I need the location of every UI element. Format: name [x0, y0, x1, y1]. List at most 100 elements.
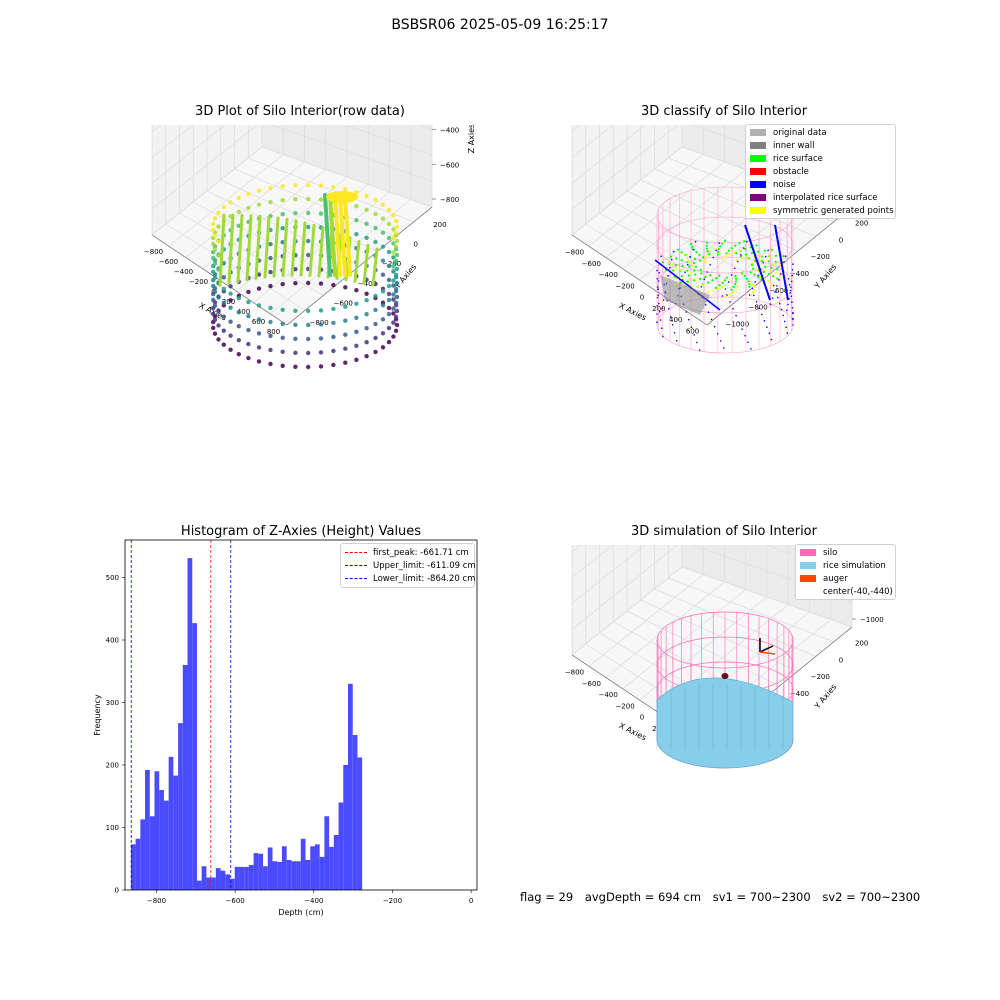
symmetric-point: [739, 249, 742, 252]
raw-point: [380, 289, 386, 294]
noise-point: [715, 249, 717, 251]
raw-point: [393, 219, 399, 224]
symmetric-point: [709, 250, 712, 253]
rice-surface-point: [735, 277, 738, 280]
rice-surface-point: [714, 286, 717, 289]
center-marker: [721, 673, 729, 679]
symmetric-point: [767, 254, 770, 257]
legend-label: Lower_limit: -864.20 cm: [373, 573, 476, 584]
legend-swatch: [750, 168, 766, 175]
histogram-bar: [230, 878, 235, 890]
raw-point: [212, 275, 218, 280]
legend-swatch: [345, 552, 367, 553]
noise-point: [748, 294, 751, 296]
raw-point: [228, 284, 233, 289]
noise-point: [694, 240, 697, 243]
raw-point: [228, 305, 233, 310]
noise-point: [787, 303, 789, 306]
rice-surface-point: [723, 279, 727, 282]
raw-point: [354, 204, 359, 209]
y-tick-label: 300: [106, 699, 119, 707]
raw-point: [280, 282, 285, 287]
noise-point: [730, 274, 733, 276]
y-tick-label: 0: [839, 656, 843, 664]
symmetric-point: [772, 262, 775, 266]
rice-surface-point: [687, 274, 690, 277]
raw-point: [393, 258, 399, 263]
raw-point: [268, 241, 273, 247]
legend-entry: symmetric generated points: [746, 204, 895, 217]
wall-gridline: [571, 545, 853, 578]
noise-point: [719, 340, 722, 342]
raw-point: [280, 226, 285, 231]
rice-surface-point: [734, 244, 737, 247]
rice-surface-point: [680, 275, 683, 278]
noise-point: [667, 274, 669, 277]
x-tick-label: −600: [159, 258, 178, 266]
x-tick-label: −800: [565, 669, 584, 677]
histogram-bar: [291, 861, 297, 890]
z-axis-label: Z Axies (Depth): [467, 125, 476, 153]
histogram-bar: [135, 838, 141, 890]
x-tick-label: 600: [252, 318, 265, 326]
symmetric-point: [733, 250, 736, 253]
raw-point: [246, 205, 251, 211]
histogram-bar: [173, 775, 179, 891]
histogram-bar: [145, 770, 150, 890]
x-tick-label: −600: [582, 680, 601, 688]
x-tick-label: 0: [640, 294, 644, 302]
raw-wall-strip: [218, 213, 226, 287]
noise-point: [786, 332, 789, 334]
raw-point: [386, 249, 392, 255]
noise-point: [671, 324, 674, 326]
noise-point: [735, 314, 737, 317]
raw-point: [343, 187, 348, 192]
rice-surface-point: [744, 247, 747, 251]
rice-surface-point: [674, 263, 677, 267]
legend-entry: obstacle: [746, 165, 895, 178]
raw-point: [236, 310, 241, 315]
raw-point: [343, 318, 348, 323]
x-tick-label: 400: [669, 316, 682, 324]
rice-surface-point: [680, 259, 683, 262]
raw-point: [212, 303, 218, 308]
histogram-bar: [215, 868, 221, 891]
noise-point: [763, 320, 766, 322]
rice-surface-point: [748, 285, 751, 289]
silo-ring: [656, 611, 794, 669]
status-line: flag = 29 avgDepth = 694 cm sv1 = 700~23…: [520, 890, 928, 904]
noise-point: [658, 272, 661, 274]
rice-surface-point: [721, 242, 724, 245]
raw-point: [386, 297, 392, 303]
raw-point: [293, 211, 298, 216]
floor-gridline: [626, 610, 780, 687]
raw-wall-strip: [338, 193, 347, 277]
silo-ring: [656, 216, 794, 274]
noise-point: [772, 284, 775, 287]
x-axis-label: X Axies: [617, 721, 647, 742]
raw-point: [391, 236, 396, 241]
legend-entry: noise: [746, 178, 895, 191]
symmetric-point: [706, 291, 709, 294]
symmetric-point: [704, 258, 707, 261]
raw-point: [228, 291, 233, 296]
legend-swatch: [345, 565, 367, 566]
raw-point: [306, 364, 311, 370]
raw-point: [364, 340, 369, 345]
raw-plot-title: 3D Plot of Silo Interior(row data): [195, 104, 405, 119]
rice-surface-point: [705, 247, 708, 250]
raw-point: [293, 336, 298, 341]
raw-point: [354, 329, 359, 334]
x-axis-line: [571, 234, 708, 326]
symmetric-point: [687, 259, 690, 262]
raw-point: [246, 327, 251, 333]
raw-point: [212, 247, 218, 252]
histogram-bar: [357, 757, 363, 890]
histogram-bar: [220, 870, 226, 891]
raw-point: [331, 362, 336, 368]
simulation-plot-title: 3D simulation of Silo Interior: [631, 524, 817, 539]
y-tick-label: 200: [106, 762, 119, 770]
raw-point: [331, 306, 336, 312]
raw-point: [268, 333, 273, 339]
histogram-bar: [149, 816, 155, 890]
